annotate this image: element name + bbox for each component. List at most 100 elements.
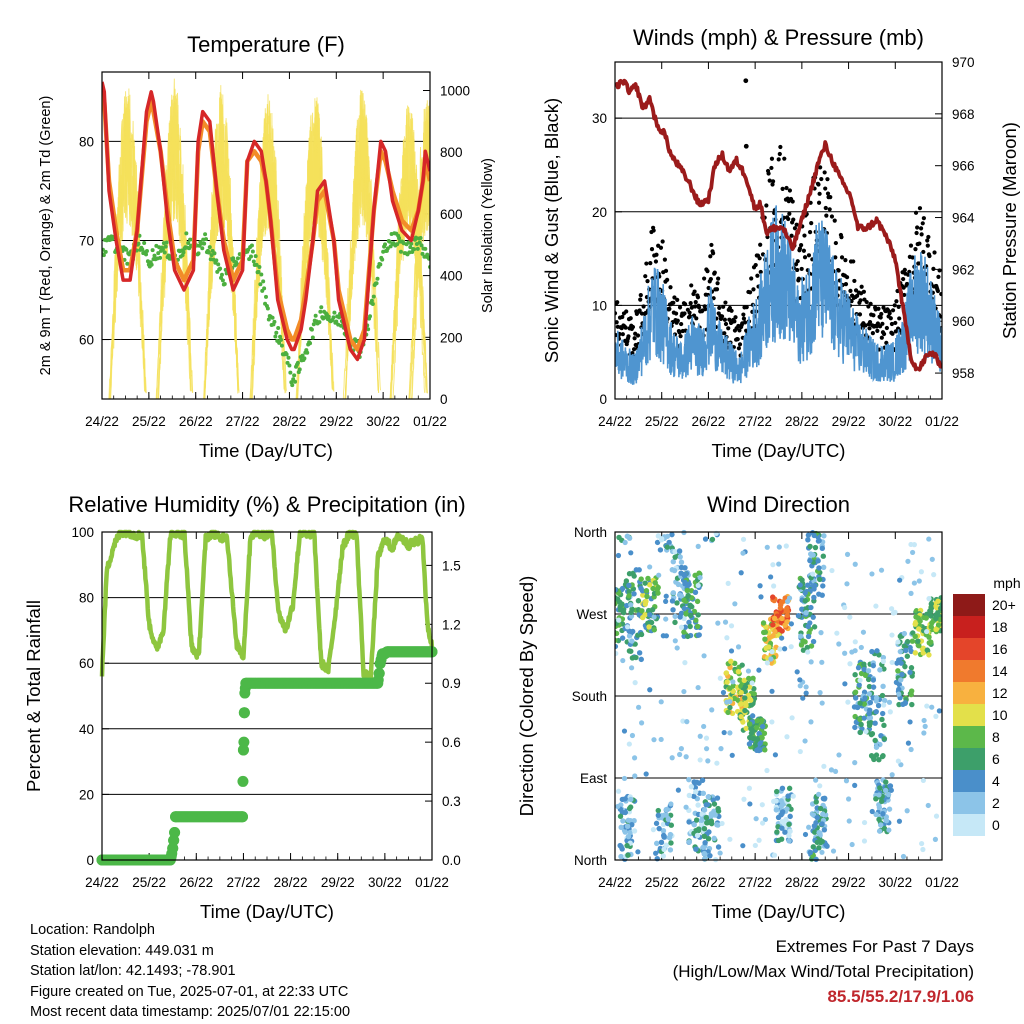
gust-point — [925, 238, 930, 243]
dewpoint-point — [420, 251, 425, 256]
direction-point — [878, 798, 885, 805]
x-tick-label: 24/22 — [85, 875, 119, 890]
direction-point — [718, 745, 724, 752]
direction-point — [628, 796, 634, 803]
gust-point — [796, 276, 801, 281]
gust-point — [637, 308, 642, 313]
direction-point — [686, 819, 692, 825]
gust-point — [795, 267, 800, 273]
direction-point — [851, 704, 858, 710]
gust-point — [764, 203, 769, 208]
y2-axis-label: Solar Insolation (Yellow) — [480, 158, 496, 313]
dewpoint-point — [222, 282, 227, 287]
dewpoint-point — [162, 250, 167, 255]
extremes-summary: Extremes For Past 7 Days (High/Low/Max W… — [673, 934, 974, 1009]
dewpoint-point — [207, 245, 212, 250]
direction-xlabel: Time (Day/UTC) — [712, 901, 846, 922]
x-tick-label: 28/22 — [785, 875, 819, 890]
direction-point — [901, 643, 908, 649]
direction-point — [633, 654, 639, 661]
direction-point — [816, 576, 823, 583]
direction-point — [658, 839, 665, 845]
gust-point — [644, 261, 649, 266]
dewpoint-point — [297, 367, 302, 372]
dewpoint-point — [370, 301, 375, 306]
direction-point — [697, 574, 703, 581]
gust-point — [689, 283, 694, 288]
dewpoint-point — [124, 247, 129, 252]
direction-point — [705, 836, 712, 842]
colorbar-swatch — [953, 616, 985, 638]
gust-point — [723, 321, 729, 327]
direction-point — [795, 613, 802, 619]
direction-point — [620, 818, 626, 824]
direction-point — [751, 686, 757, 692]
direction-point — [936, 708, 942, 714]
direction-point — [668, 840, 674, 846]
direction-point — [819, 838, 825, 845]
direction-point — [703, 814, 710, 821]
gust-point — [876, 306, 881, 311]
x-tick-label: 26/22 — [692, 875, 726, 890]
direction-point — [771, 615, 778, 622]
y2-tick-label: 962 — [952, 262, 975, 277]
direction-point — [800, 638, 806, 644]
x-tick-label: 30/22 — [878, 875, 912, 890]
dewpoint-point — [144, 252, 149, 257]
gust-point — [843, 281, 849, 287]
direction-point — [615, 643, 619, 650]
gust-point — [863, 323, 868, 328]
direction-point — [909, 638, 916, 644]
y2-tick-label: 958 — [952, 366, 975, 381]
direction-point — [664, 544, 670, 550]
gust-point — [653, 259, 659, 264]
gust-point — [925, 243, 930, 248]
direction-point — [867, 699, 874, 706]
x-tick-label: 01/22 — [925, 875, 959, 890]
dewpoint-point — [305, 350, 310, 355]
direction-point — [908, 665, 915, 671]
direction-point — [800, 695, 806, 701]
gust-point — [875, 328, 880, 333]
precip-point — [372, 677, 384, 689]
gust-point — [878, 315, 883, 320]
gust-point — [879, 311, 884, 317]
direction-point — [701, 826, 708, 832]
direction-point — [626, 589, 632, 595]
direction-point — [928, 624, 934, 630]
direction-point — [656, 572, 662, 578]
gust-point — [890, 308, 896, 313]
gust-point — [658, 245, 664, 250]
direction-point — [667, 847, 674, 853]
direction-point — [711, 835, 717, 842]
direction-point — [803, 690, 809, 696]
direction-point — [643, 588, 650, 594]
direction-point — [845, 796, 852, 802]
gust-point — [889, 321, 895, 327]
y2-tick-label: 1.5 — [442, 558, 461, 573]
dewpoint-point — [261, 279, 266, 284]
direction-point — [910, 549, 916, 556]
direction-point — [821, 827, 828, 833]
gust-point — [871, 313, 876, 318]
gust-point — [729, 308, 734, 313]
gust-point — [741, 312, 746, 317]
direction-point — [742, 707, 748, 714]
gust-point — [722, 317, 727, 322]
gust-point — [663, 268, 669, 273]
direction-point — [680, 718, 686, 724]
dewpoint-point — [313, 313, 318, 318]
direction-point — [724, 635, 730, 641]
direction-point — [622, 829, 628, 835]
direction-point — [861, 666, 867, 673]
gust-point — [926, 234, 931, 240]
y2-tick-label: 200 — [440, 330, 463, 345]
direction-point — [808, 643, 815, 649]
direction-point — [843, 778, 850, 784]
direction-point — [640, 592, 646, 598]
direction-point — [754, 717, 761, 724]
direction-point — [868, 753, 875, 759]
direction-point — [714, 795, 721, 801]
gust-point — [717, 305, 722, 311]
gust-point — [927, 253, 932, 259]
